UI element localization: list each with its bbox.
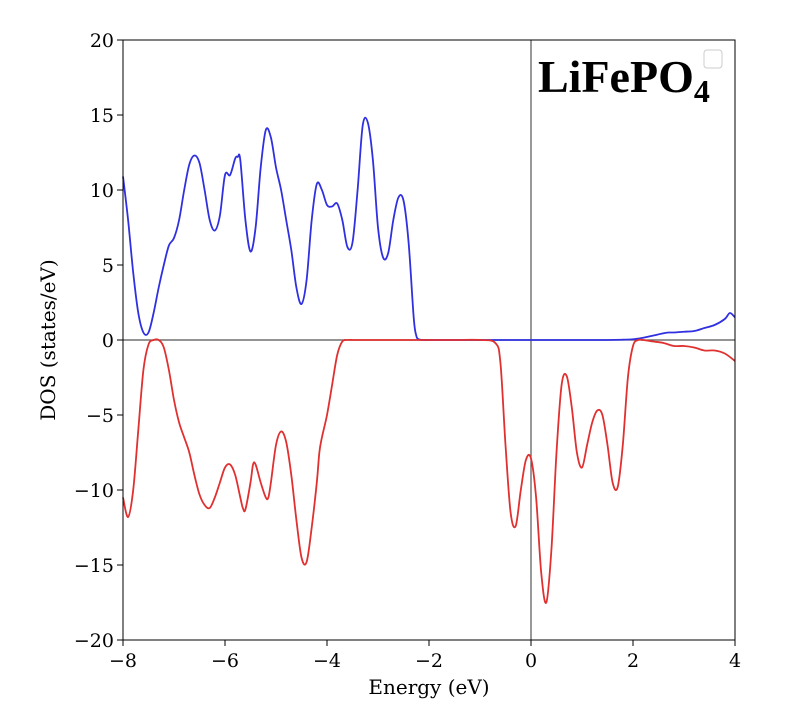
- x-tick-label: 0: [525, 650, 537, 672]
- series-layer: [122, 116, 736, 604]
- dos-series-down: [122, 338, 736, 604]
- formula-label: LiFePO4: [538, 51, 710, 109]
- y-tick-label: −20: [74, 630, 114, 652]
- y-tick-label: 20: [90, 30, 114, 52]
- x-tick-label: 2: [627, 650, 639, 672]
- x-axis-ticks: −8 −6 −4 −2 0 2 4: [109, 640, 741, 672]
- legend-box: [703, 49, 723, 69]
- y-axis-label: DOS (states/eV): [36, 259, 60, 420]
- formula-subscript: 4: [694, 73, 710, 109]
- y-tick-label: −5: [86, 405, 114, 427]
- x-tick-label: −8: [109, 650, 137, 672]
- formula-main: LiFePO: [538, 51, 694, 102]
- y-tick-label: 5: [102, 255, 114, 277]
- y-tick-label: −15: [74, 555, 114, 577]
- y-tick-label: 10: [90, 180, 114, 202]
- y-tick-label: 15: [90, 105, 114, 127]
- dos-series-up: [122, 116, 736, 341]
- x-tick-label: 4: [729, 650, 741, 672]
- x-tick-label: −4: [313, 650, 341, 672]
- x-tick-label: −2: [415, 650, 443, 672]
- y-axis-ticks: −20 −15 −10 −5 0 5 10 15 20: [74, 30, 123, 652]
- x-axis-label: Energy (eV): [368, 675, 489, 699]
- y-tick-label: 0: [102, 330, 114, 352]
- y-tick-label: −10: [74, 480, 114, 502]
- x-tick-label: −6: [211, 650, 239, 672]
